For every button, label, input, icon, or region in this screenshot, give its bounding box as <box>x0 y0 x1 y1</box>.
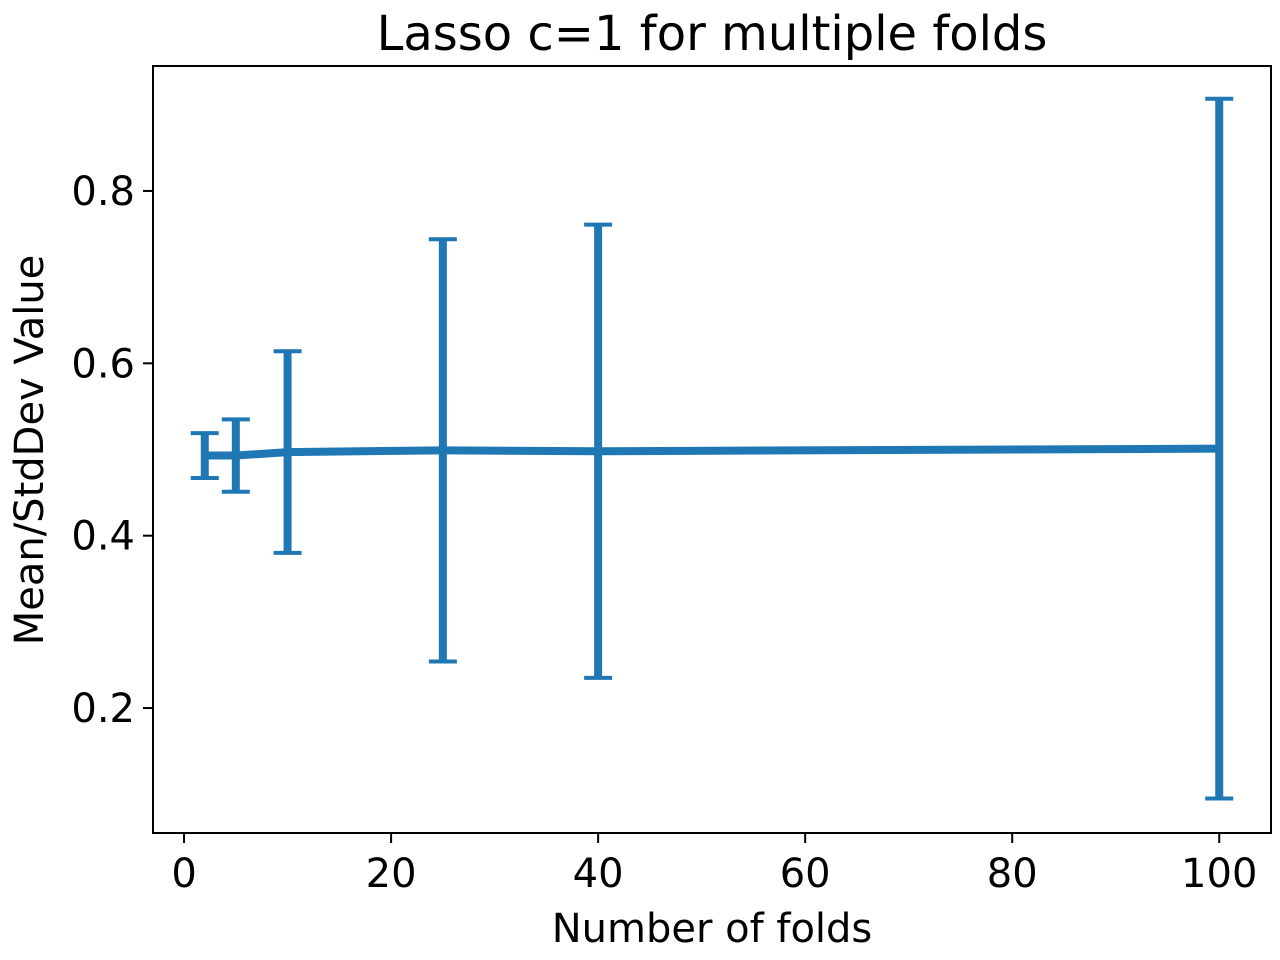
x-axis-label: Number of folds <box>552 906 873 952</box>
y-axis: 0.2 0.4 0.6 0.8 <box>71 169 153 732</box>
x-tick-label: 80 <box>987 851 1038 897</box>
x-tick-label: 20 <box>366 851 417 897</box>
y-tick-label: 0.6 <box>71 341 135 387</box>
error-bar <box>584 222 613 680</box>
y-axis-label: Mean/StdDev Value <box>7 255 53 646</box>
error-bar <box>273 349 302 555</box>
y-tick-label: 0.4 <box>71 514 135 560</box>
error-bar <box>428 237 457 664</box>
x-tick-label: 0 <box>171 851 196 897</box>
y-tick-label: 0.2 <box>71 686 135 732</box>
x-axis: 0 20 40 60 80 100 <box>171 833 1257 897</box>
error-bar <box>1205 96 1234 801</box>
x-tick-label: 100 <box>1181 851 1257 897</box>
plot-area <box>190 96 1234 801</box>
x-tick-label: 60 <box>780 851 831 897</box>
y-tick-label: 0.8 <box>71 169 135 215</box>
x-tick-label: 40 <box>573 851 624 897</box>
error-bar <box>221 417 250 494</box>
error-bar <box>190 431 219 480</box>
series-line <box>204 444 1220 460</box>
chart-title: Lasso c=1 for multiple folds <box>377 6 1048 62</box>
plot-frame <box>152 65 1272 834</box>
